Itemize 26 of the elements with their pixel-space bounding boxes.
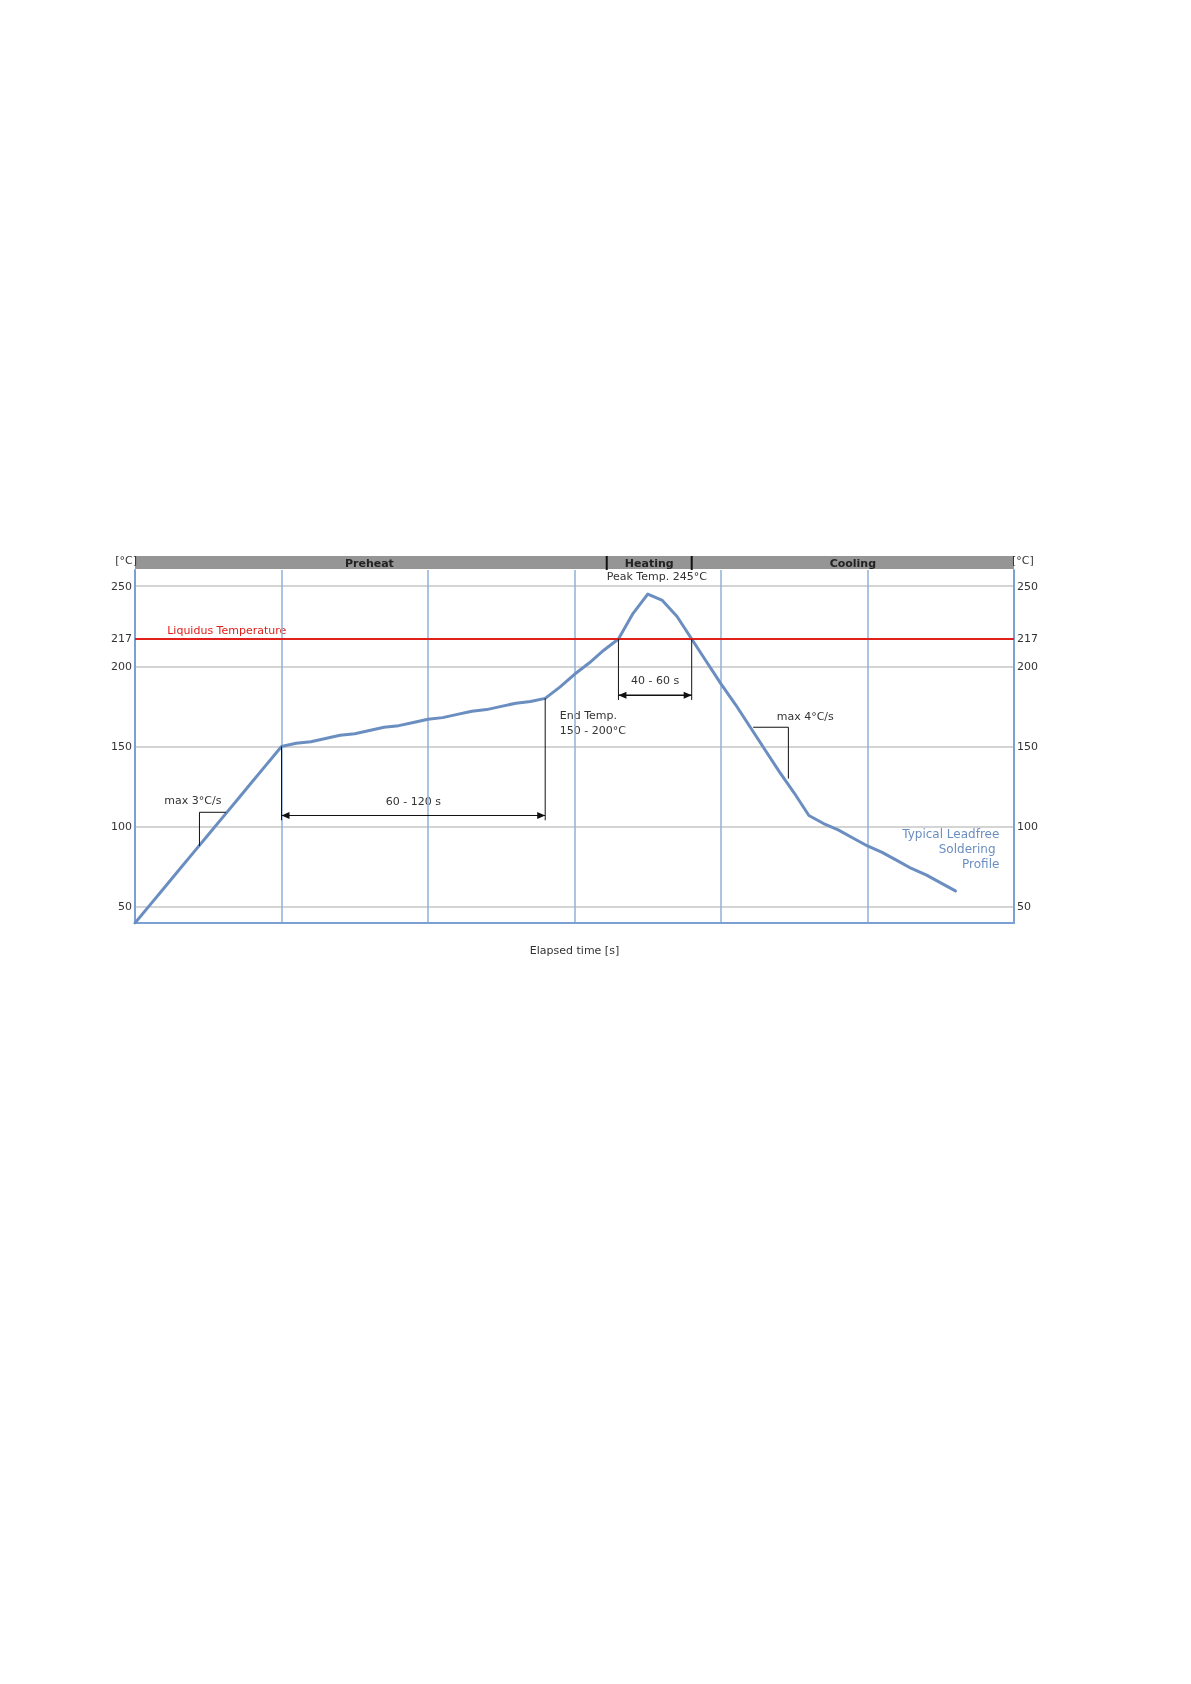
text: Heating: [624, 556, 674, 570]
annotation: max 4°C/s: [776, 710, 835, 724]
y2-tick-label: 150: [1017, 740, 1038, 753]
y2-tick-label: 50: [1017, 900, 1031, 914]
annotation: 60 - 120 s: [385, 795, 442, 809]
annotation: End Temp. 150 - 200°C: [559, 708, 627, 737]
y2-tick-label: 250: [1017, 579, 1038, 593]
y-tick-label: 50: [118, 900, 132, 914]
y2-tick-label: 200: [1017, 659, 1038, 673]
y2-tick-label: 217: [1017, 632, 1038, 646]
text: Cooling: [829, 556, 877, 570]
y2-axis-title: [°C]: [1012, 554, 1034, 567]
ref-line-label: Liquidus Temperature: [167, 624, 287, 637]
annotation: max 3°C/s: [164, 793, 222, 807]
annotation: Peak Temp. 245°C: [606, 569, 708, 583]
y-tick-label: 250: [111, 579, 132, 593]
text: Preheat: [344, 556, 394, 570]
y-tick-label: 100: [111, 820, 132, 834]
y2-tick-label: 100: [1017, 820, 1038, 834]
x-axis-title: Elapsed time [s]: [529, 944, 620, 957]
y-axis-title: [°C]: [115, 554, 137, 567]
series-label: Typical Leadfree Soldering Profile: [901, 827, 1000, 872]
y-tick-label: 217: [111, 632, 132, 646]
annotation: 40 - 60 s: [630, 673, 680, 687]
y-tick-label: 150: [111, 740, 132, 753]
y-tick-label: 200: [111, 659, 132, 673]
